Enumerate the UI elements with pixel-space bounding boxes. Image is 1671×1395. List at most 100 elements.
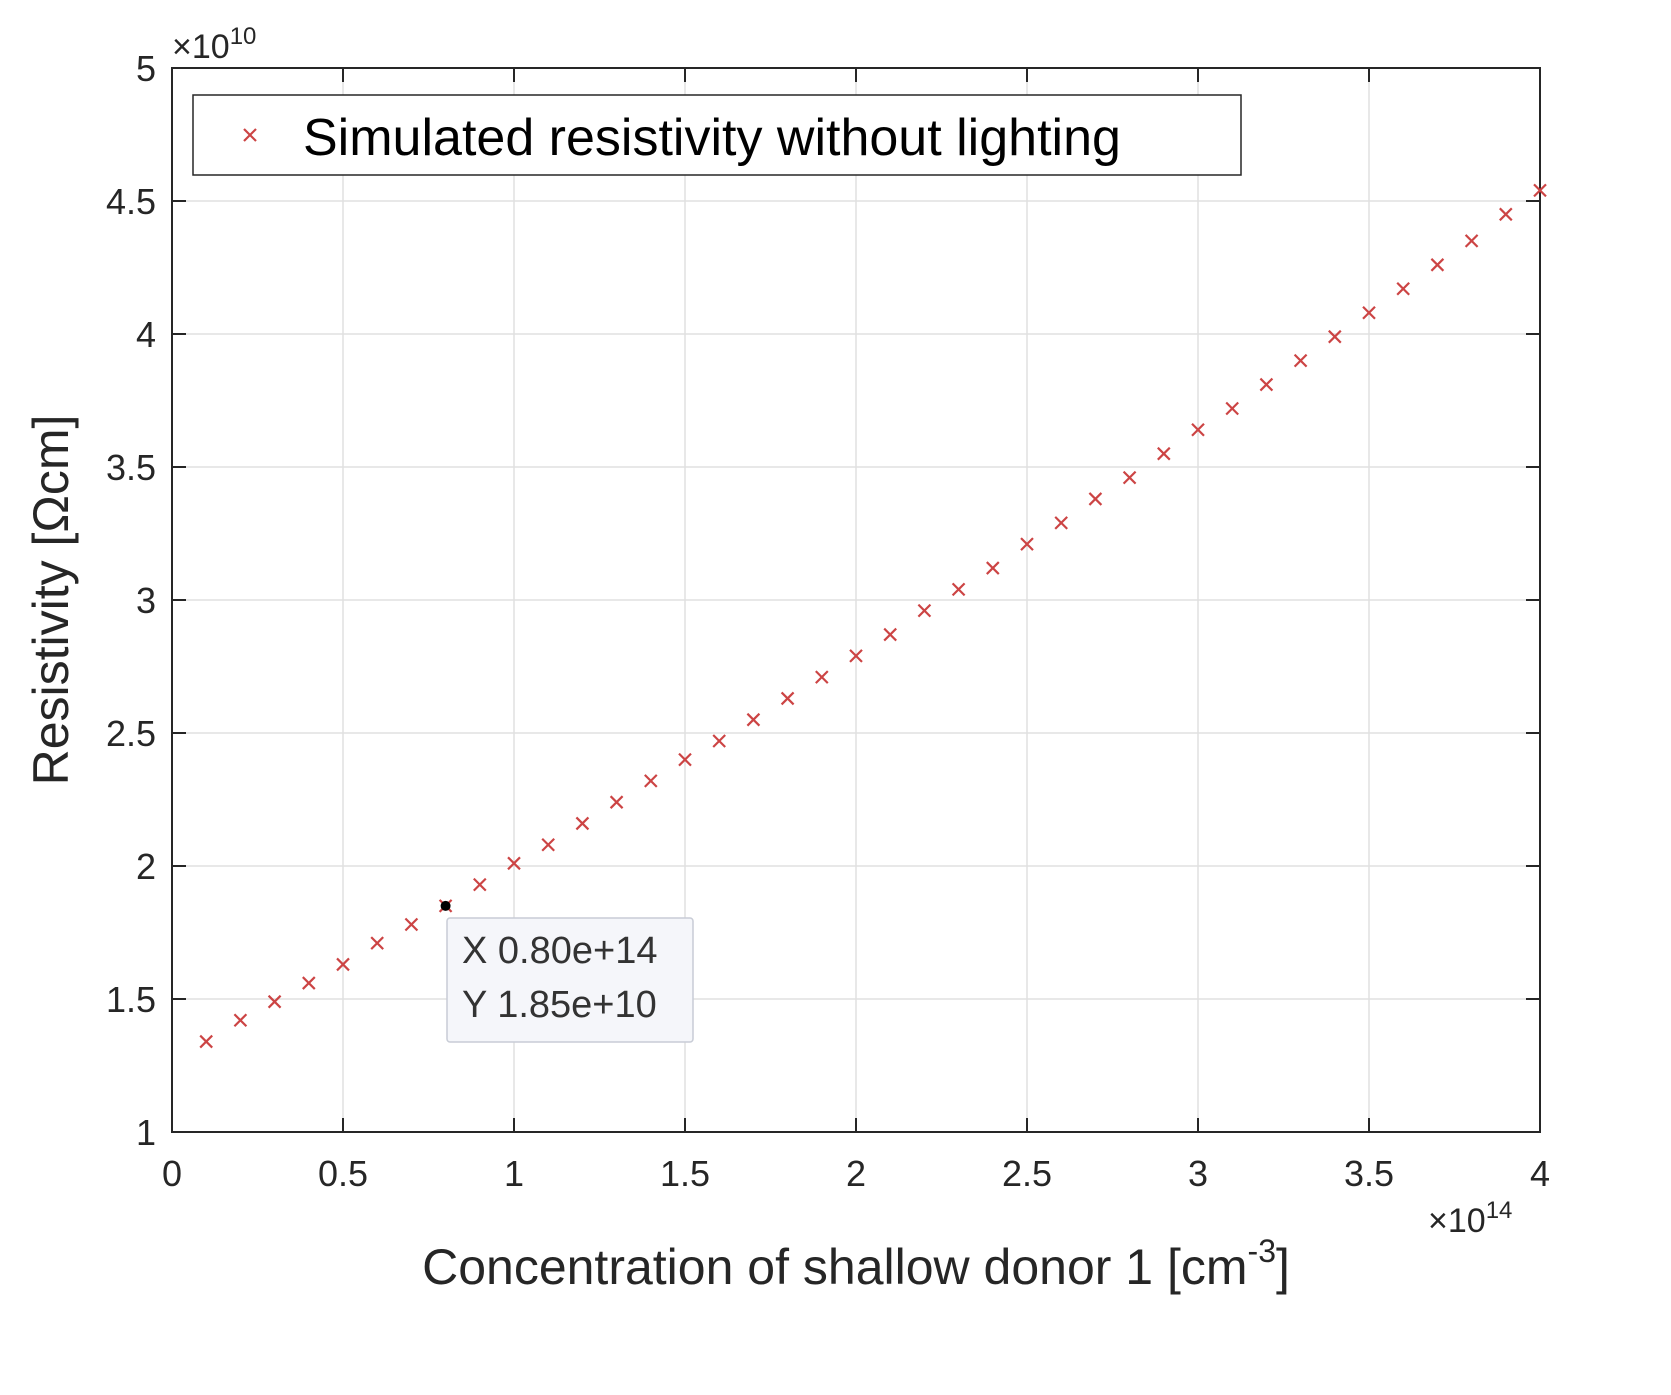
x-axis-exponent: ×1014: [1428, 1197, 1512, 1240]
data-point: [780, 691, 795, 706]
data-point: [712, 734, 726, 748]
x-tick-label: 0.5: [318, 1153, 368, 1194]
data-point-stroke: [1259, 377, 1274, 392]
legend: Simulated resistivity without lighting: [192, 94, 1242, 176]
data-point: [1293, 353, 1308, 368]
data-point-stroke: [678, 752, 692, 767]
data-point-stroke: [233, 1013, 248, 1028]
data-point: [302, 976, 316, 990]
data-point-stroke: [1362, 305, 1376, 320]
data-point: [1020, 537, 1034, 551]
x-tick-label: 2: [846, 1153, 866, 1194]
data-point: [609, 795, 624, 809]
x-axis-title-suffix: ]: [1276, 1239, 1290, 1295]
y-tick-label: 2: [136, 846, 156, 887]
data-point-stroke: [1464, 234, 1479, 248]
data-point: [1157, 446, 1171, 461]
data-point-stroke: [644, 774, 658, 788]
data-point-stroke: [815, 670, 829, 684]
data-point: [1396, 282, 1410, 296]
data-point-stroke: [712, 734, 726, 748]
data-point-stroke: [575, 816, 590, 831]
data-point-stroke: [1293, 353, 1308, 368]
data-point-stroke: [370, 936, 384, 950]
y-tick-label: 4.5: [106, 181, 156, 222]
data-point: [267, 994, 282, 1009]
x-axis-title: Concentration of shallow donor 1 [cm-3]: [422, 1233, 1290, 1295]
data-point: [1225, 401, 1239, 416]
data-point-stroke: [1157, 446, 1171, 461]
data-point-stroke: [1533, 183, 1547, 198]
data-point: [1259, 377, 1274, 392]
data-point: [1122, 470, 1137, 485]
data-point-stroke: [199, 1034, 213, 1049]
datatip-anchor-point[interactable]: [440, 900, 451, 911]
y-exponent-power: 10: [230, 23, 257, 50]
data-point: [883, 627, 897, 642]
x-tick-label: 3: [1188, 1153, 1208, 1194]
datatip-box: [446, 917, 694, 1043]
data-point-stroke: [1328, 329, 1342, 344]
data-point-stroke: [1054, 516, 1068, 530]
data-point: [1088, 492, 1103, 506]
data-point: [746, 712, 761, 727]
data-point-stroke: [1088, 492, 1103, 506]
datatip-x-value: X 0.80e+14: [462, 930, 657, 972]
data-point: [370, 936, 384, 950]
x-exponent-prefix: ×10: [1428, 1202, 1486, 1240]
data-point-stroke: [1191, 422, 1205, 437]
data-series-simulated-resistivity: [199, 183, 1547, 1049]
legend-box: [192, 94, 1242, 176]
datatip[interactable]: X 0.80e+14 Y 1.85e+10: [440, 900, 694, 1043]
data-point: [849, 649, 863, 663]
data-point-stroke: [507, 856, 521, 871]
x-tick-label: 4: [1530, 1153, 1550, 1194]
data-point-stroke: [780, 691, 795, 706]
data-point-stroke: [267, 994, 282, 1009]
data-point: [1328, 329, 1342, 344]
data-point: [678, 752, 692, 767]
y-tick-label: 3: [136, 580, 156, 621]
data-point-stroke: [951, 582, 966, 597]
data-point: [199, 1034, 213, 1049]
data-point-stroke: [541, 837, 555, 852]
data-point: [951, 582, 966, 597]
data-point-stroke: [986, 561, 1000, 575]
data-point-stroke: [336, 957, 350, 972]
data-point: [644, 774, 658, 788]
x-tick-label: 1.5: [660, 1153, 710, 1194]
data-point-stroke: [609, 795, 624, 809]
data-point: [233, 1013, 248, 1028]
x-tick-labels: 0 0.5 1 1.5 2 2.5 3 3.5 4: [162, 1153, 1550, 1194]
legend-marker-stroke: [243, 128, 257, 142]
data-point-stroke: [1122, 470, 1137, 485]
tick-marks: [171, 67, 1541, 1133]
data-point: [336, 957, 350, 972]
y-tick-label: 4: [136, 314, 156, 355]
data-point: [575, 816, 590, 831]
y-tick-label: 3.5: [106, 447, 156, 488]
data-point: [404, 917, 419, 932]
legend-label: Simulated resistivity without lighting: [303, 109, 1121, 167]
legend-marker-x: [243, 128, 257, 142]
y-tick-labels: 1 1.5 2 2.5 3 3.5 4 4.5 5: [106, 48, 156, 1153]
data-point-stroke: [849, 649, 863, 663]
data-point: [1533, 183, 1547, 198]
data-point-stroke: [302, 976, 316, 990]
x-tick-label: 2.5: [1002, 1153, 1052, 1194]
y-tick-label: 1: [136, 1112, 156, 1153]
data-point-stroke: [1396, 282, 1410, 296]
datatip-y-value: Y 1.85e+10: [462, 984, 657, 1026]
x-tick-label: 0: [162, 1153, 182, 1194]
data-point: [986, 561, 1000, 575]
data-point: [473, 877, 487, 892]
data-point-stroke: [1430, 258, 1445, 272]
data-point-stroke: [917, 603, 932, 618]
data-point: [1362, 305, 1376, 320]
grid: [172, 68, 1540, 1132]
x-exponent-power: 14: [1486, 1197, 1513, 1224]
x-tick-label: 3.5: [1344, 1153, 1394, 1194]
data-point: [1464, 234, 1479, 248]
y-axis-exponent: ×1010: [172, 23, 256, 66]
